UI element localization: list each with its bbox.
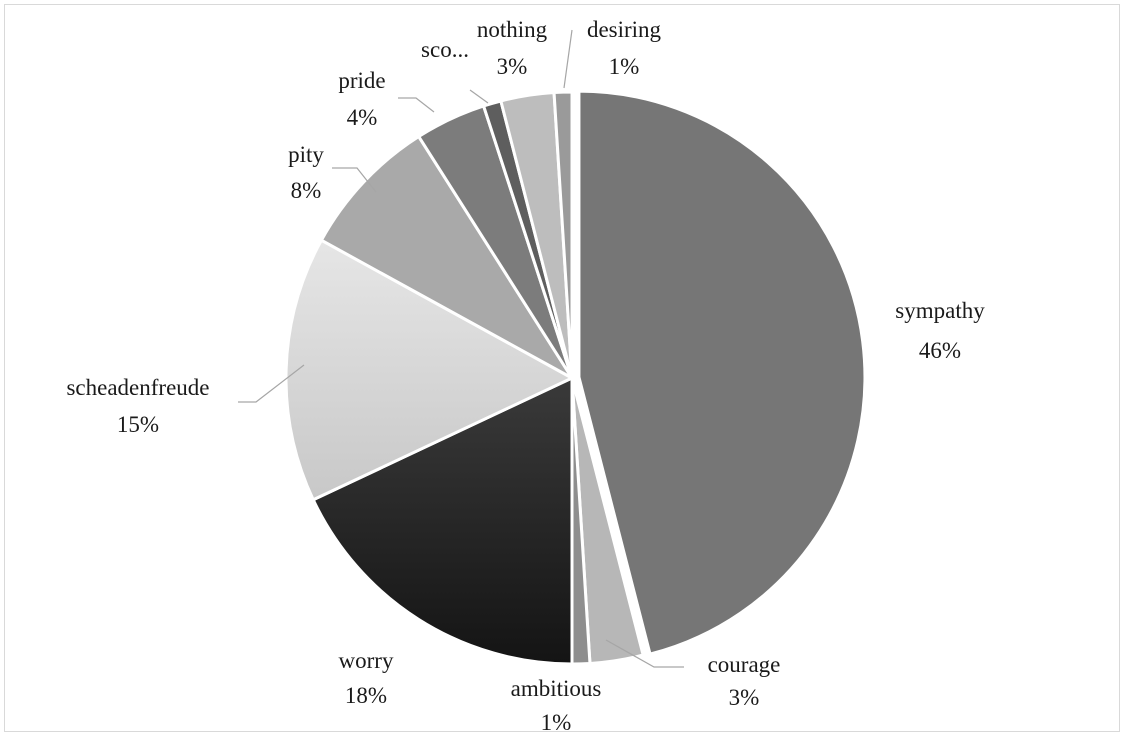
- slice-percent-ambitious: 1%: [541, 710, 572, 735]
- pie-slice-desiring: [552, 90, 574, 380]
- leader-line-scheadenfreude: [238, 364, 305, 403]
- leader-lines: [238, 29, 684, 668]
- slice-label-sympathy: sympathy: [895, 298, 985, 323]
- slice-percent-desiring: 1%: [609, 54, 640, 79]
- chart-frame: [4, 4, 1120, 732]
- slice-label-sco: sco...: [421, 37, 469, 62]
- pie-slices: [284, 89, 867, 666]
- slice-label-scheadenfreude: scheadenfreude: [66, 375, 209, 400]
- slice-percent-courage: 3%: [729, 685, 760, 710]
- slice-percent-nothing: 3%: [497, 54, 528, 79]
- slice-label-worry: worry: [339, 648, 394, 673]
- leader-line-pride: [398, 97, 435, 113]
- leader-line-sco: [469, 89, 489, 104]
- leader-line-desiring: [563, 29, 573, 89]
- slice-percent-worry: 18%: [345, 683, 387, 708]
- slice-label-courage: courage: [708, 652, 781, 677]
- leader-line-pity: [332, 167, 377, 193]
- pie-slice-sympathy: [577, 89, 867, 656]
- leader-line-courage: [605, 639, 684, 668]
- slice-label-pride: pride: [338, 68, 385, 93]
- slice-label-ambitious: ambitious: [511, 676, 602, 701]
- pie-slice-scheadenfreude: [284, 238, 574, 502]
- slice-percent-pity: 8%: [291, 178, 322, 203]
- slice-percent-pride: 4%: [347, 105, 378, 130]
- slice-percent-sympathy: 46%: [919, 338, 961, 363]
- slice-percent-scheadenfreude: 15%: [117, 412, 159, 437]
- slice-label-pity: pity: [288, 142, 324, 167]
- slice-label-nothing: nothing: [477, 17, 548, 42]
- data-labels: sympathy 46% courage 3% ambitious 1% worry 18% s…: [66, 17, 985, 735]
- pie-slice-worry: [311, 376, 574, 666]
- pie-slice-pity: [319, 135, 574, 380]
- slice-label-desiring: desiring: [587, 17, 662, 42]
